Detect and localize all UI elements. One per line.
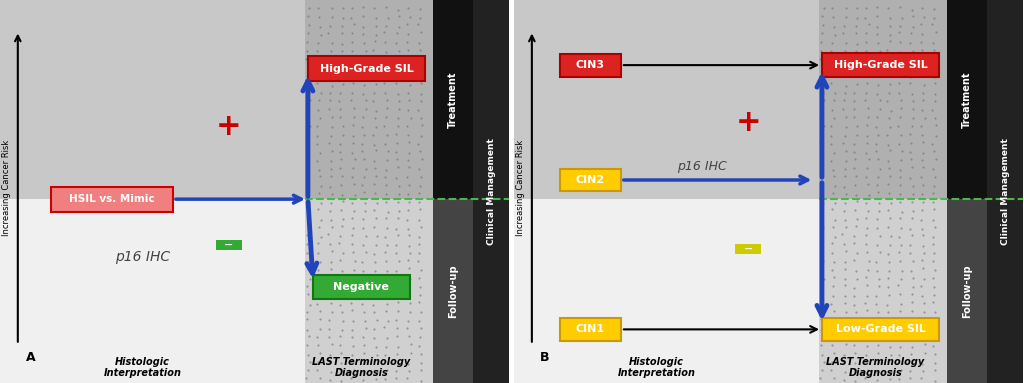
- Text: Histologic
Interpretation: Histologic Interpretation: [617, 357, 695, 378]
- Text: A: A: [26, 351, 35, 364]
- Text: LAST Terminology
Diagnosis: LAST Terminology Diagnosis: [826, 357, 925, 378]
- Text: CIN1: CIN1: [575, 324, 605, 334]
- Text: Follow-up: Follow-up: [962, 264, 972, 318]
- Bar: [819, 199, 946, 383]
- Text: CIN2: CIN2: [575, 175, 605, 185]
- FancyBboxPatch shape: [822, 53, 939, 77]
- FancyBboxPatch shape: [51, 187, 173, 211]
- Bar: [987, 0, 1023, 383]
- Text: Low-Grade SIL: Low-Grade SIL: [836, 324, 926, 334]
- Text: +: +: [216, 112, 242, 141]
- Bar: [473, 0, 509, 383]
- Bar: [0, 0, 305, 199]
- Text: −: −: [743, 244, 753, 254]
- Bar: [305, 199, 432, 383]
- Text: CIN3: CIN3: [575, 60, 605, 70]
- Bar: [819, 0, 946, 199]
- Text: +: +: [735, 108, 761, 137]
- Bar: [432, 0, 473, 199]
- FancyBboxPatch shape: [822, 318, 939, 341]
- FancyBboxPatch shape: [560, 318, 621, 341]
- Text: Clinical Management: Clinical Management: [486, 138, 496, 245]
- Text: Treatment: Treatment: [447, 71, 458, 128]
- Bar: [216, 241, 242, 250]
- Text: Increasing Cancer Risk: Increasing Cancer Risk: [2, 139, 10, 236]
- Text: p16 IHC: p16 IHC: [678, 160, 727, 173]
- FancyBboxPatch shape: [308, 56, 425, 81]
- FancyBboxPatch shape: [560, 169, 621, 192]
- Text: High-Grade SIL: High-Grade SIL: [319, 64, 414, 74]
- Bar: [305, 0, 432, 199]
- Bar: [432, 199, 473, 383]
- Text: LAST Terminology
Diagnosis: LAST Terminology Diagnosis: [312, 357, 411, 378]
- Text: High-Grade SIL: High-Grade SIL: [834, 60, 928, 70]
- Text: Increasing Cancer Risk: Increasing Cancer Risk: [516, 139, 524, 236]
- Text: Clinical Management: Clinical Management: [1000, 138, 1010, 245]
- Text: Treatment: Treatment: [962, 71, 972, 128]
- Bar: [514, 0, 819, 199]
- Bar: [514, 199, 819, 383]
- Text: Follow-up: Follow-up: [447, 264, 458, 318]
- Bar: [946, 0, 987, 199]
- Bar: [0, 199, 305, 383]
- Text: Histologic
Interpretation: Histologic Interpretation: [103, 357, 181, 378]
- FancyBboxPatch shape: [560, 54, 621, 77]
- Bar: [735, 244, 761, 254]
- Text: HSIL vs. Mimic: HSIL vs. Mimic: [70, 194, 155, 204]
- Text: −: −: [224, 240, 233, 250]
- Text: Negative: Negative: [334, 282, 389, 292]
- FancyBboxPatch shape: [313, 275, 410, 299]
- Bar: [946, 199, 987, 383]
- Text: B: B: [540, 351, 549, 364]
- Text: p16 IHC: p16 IHC: [115, 250, 170, 264]
